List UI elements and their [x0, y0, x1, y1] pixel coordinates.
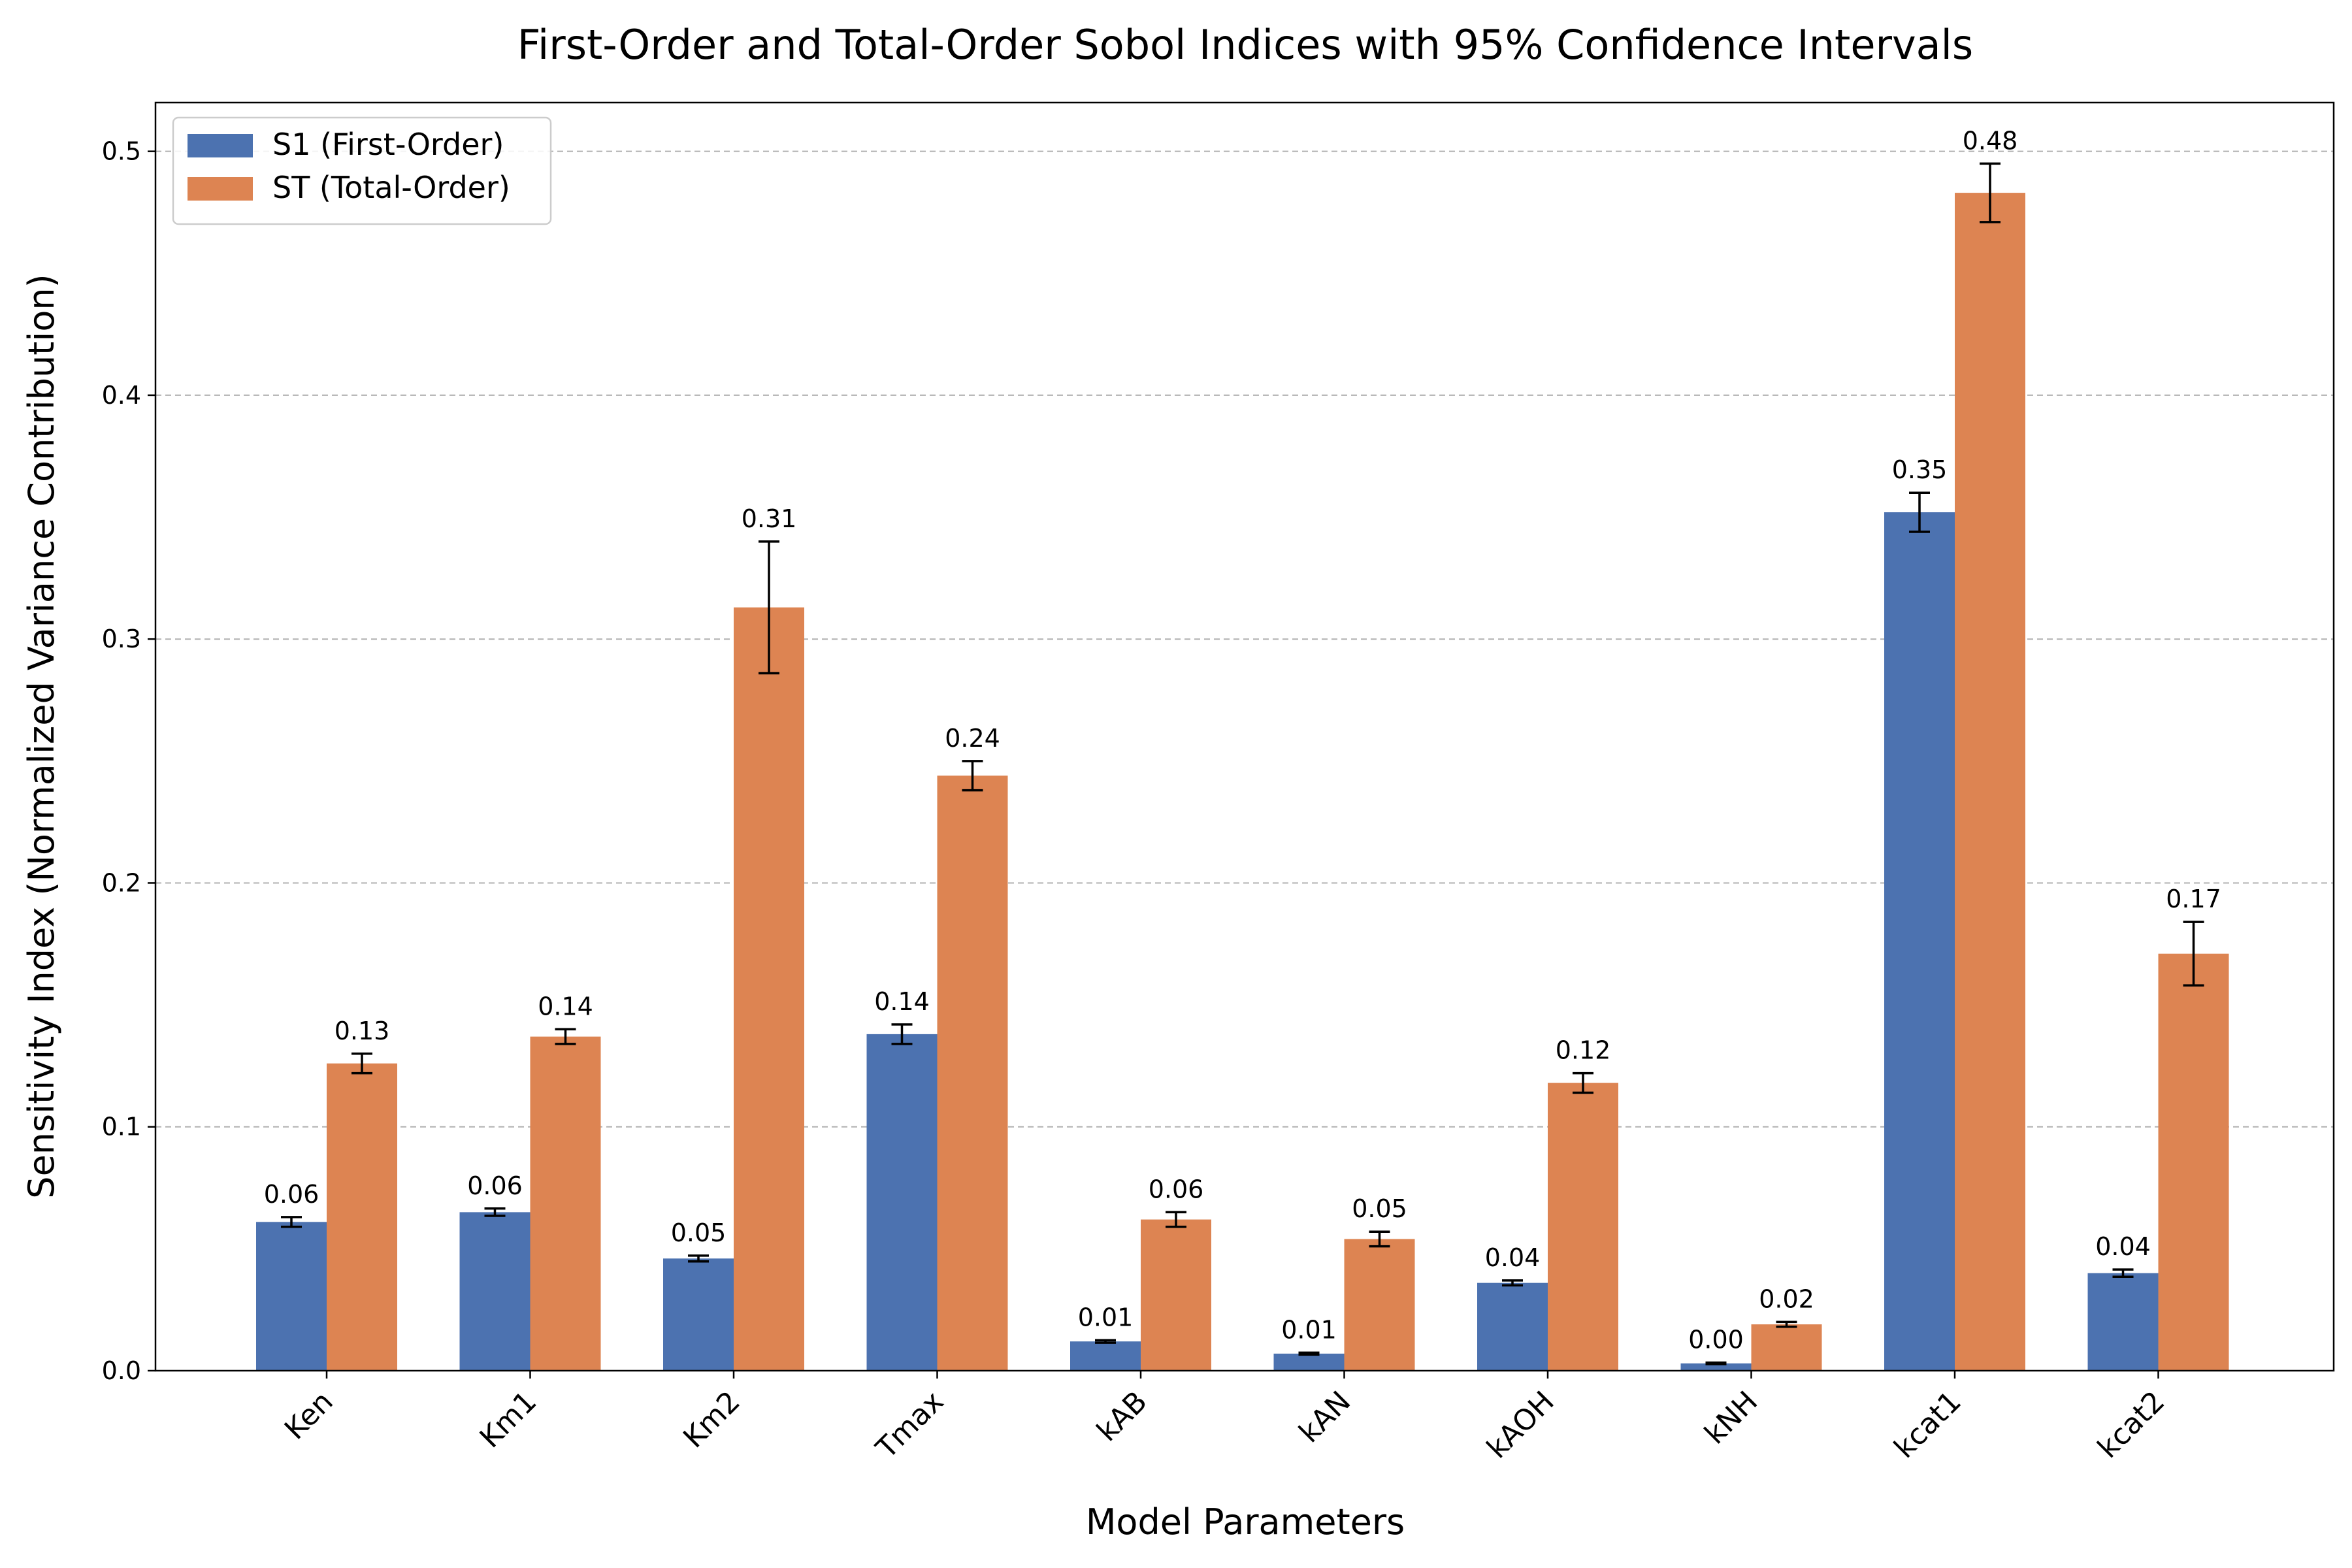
bar-s1	[256, 1222, 327, 1371]
data-label: 0.02	[1759, 1284, 1814, 1313]
y-tick-label: 0.0	[102, 1356, 141, 1385]
data-label: 0.35	[1892, 455, 1948, 484]
y-axis-label: Sensitivity Index (Normalized Variance C…	[21, 274, 62, 1198]
bar-st	[327, 1063, 397, 1371]
data-label: 0.14	[874, 987, 930, 1016]
bar-st	[2158, 953, 2229, 1371]
bar-st	[1548, 1083, 1618, 1371]
data-label: 0.00	[1688, 1326, 1744, 1354]
data-label: 0.01	[1281, 1315, 1337, 1344]
data-label: 0.06	[1149, 1175, 1204, 1203]
legend-label: ST (Total-Order)	[272, 170, 510, 205]
bar-s1	[1680, 1363, 1752, 1371]
y-tick-label: 0.2	[102, 868, 141, 897]
y-tick-label: 0.4	[102, 381, 141, 410]
legend: S1 (First-Order) ST (Total-Order)	[172, 116, 552, 225]
bars-layer	[256, 193, 2229, 1371]
data-label: 0.06	[467, 1171, 523, 1200]
bar-s1	[1070, 1341, 1141, 1371]
bar-s1	[2087, 1273, 2159, 1371]
data-label: 0.14	[538, 992, 593, 1021]
bar-s1	[1273, 1353, 1345, 1371]
y-axis-ticks: 0.0 0.1 0.2 0.3 0.4 0.5	[102, 137, 155, 1385]
data-label: 0.24	[945, 724, 1000, 753]
data-label: 0.04	[2095, 1232, 2151, 1261]
data-label: 0.48	[1963, 126, 2018, 155]
data-label: 0.31	[742, 504, 797, 533]
data-label: 0.17	[2166, 885, 2221, 913]
error-bars-layer	[281, 162, 2204, 1365]
data-label: 0.04	[1485, 1243, 1541, 1272]
bar-st	[530, 1036, 601, 1371]
bar-st	[1141, 1219, 1211, 1371]
bar-st	[1344, 1239, 1415, 1371]
x-axis-label: Model Parameters	[1086, 1501, 1405, 1543]
bar-s1	[663, 1258, 734, 1371]
bar-st	[734, 607, 804, 1371]
legend-swatch	[188, 177, 253, 201]
data-label: 0.06	[264, 1180, 319, 1209]
legend-swatch	[188, 134, 253, 157]
data-label: 0.05	[1352, 1194, 1407, 1223]
legend-box	[172, 116, 552, 225]
plot-frame	[154, 101, 2335, 1372]
bar-st	[937, 776, 1008, 1371]
bar-s1	[866, 1034, 938, 1371]
data-labels-layer: 0.06 0.13 0.06 0.14 0.05 0.31 0.14 0.24 0.01 0.06…	[264, 126, 2221, 1354]
data-label: 0.12	[1556, 1036, 1611, 1065]
bar-st	[1955, 193, 2025, 1371]
y-tick-label: 0.5	[102, 137, 141, 166]
chart-title: First-Order and Total-Order Sobol Indice…	[517, 21, 1973, 69]
data-label: 0.13	[335, 1017, 390, 1045]
y-tick-label: 0.3	[102, 625, 141, 653]
bar-st	[1751, 1324, 1822, 1371]
bar-s1	[1477, 1282, 1548, 1371]
bar-s1	[1884, 512, 1955, 1371]
bar-s1	[459, 1212, 531, 1371]
data-label: 0.01	[1078, 1303, 1134, 1331]
legend-label: S1 (First-Order)	[272, 127, 504, 162]
data-label: 0.05	[671, 1218, 727, 1247]
y-tick-label: 0.1	[102, 1113, 141, 1141]
